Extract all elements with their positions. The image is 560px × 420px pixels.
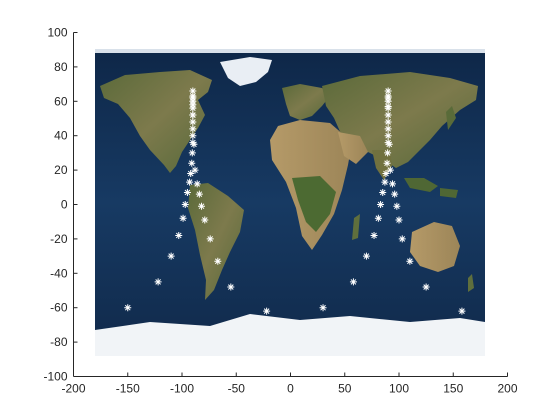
y-tick-label: 40 bbox=[54, 129, 68, 143]
data-point bbox=[201, 216, 209, 224]
data-point bbox=[349, 278, 357, 286]
data-point bbox=[391, 190, 399, 198]
data-point bbox=[188, 149, 196, 157]
data-point bbox=[384, 125, 392, 133]
data-point bbox=[386, 166, 394, 174]
data-point bbox=[458, 307, 466, 315]
data-point bbox=[189, 125, 197, 133]
data-point bbox=[388, 180, 396, 188]
data-point bbox=[214, 257, 222, 265]
data-point bbox=[384, 118, 392, 126]
y-tick-label: -60 bbox=[50, 301, 68, 315]
data-point bbox=[406, 257, 414, 265]
x-tick-label: -100 bbox=[170, 382, 194, 396]
x-tick-label: 150 bbox=[443, 382, 463, 396]
data-point bbox=[198, 202, 206, 210]
data-point bbox=[374, 214, 382, 222]
data-point bbox=[167, 252, 175, 260]
y-tick-label: 80 bbox=[54, 60, 68, 74]
series-track-1 bbox=[124, 87, 271, 315]
data-point bbox=[189, 101, 197, 109]
y-tick-label: 20 bbox=[54, 163, 68, 177]
data-point bbox=[393, 202, 401, 210]
y-tick-label: 60 bbox=[54, 94, 68, 108]
data-point bbox=[227, 283, 235, 291]
data-point bbox=[124, 304, 132, 312]
data-point bbox=[383, 159, 391, 167]
data-point bbox=[191, 166, 199, 174]
y-tick-label: -80 bbox=[50, 335, 68, 349]
data-point bbox=[189, 94, 197, 102]
data-point bbox=[384, 94, 392, 102]
data-point bbox=[186, 178, 194, 186]
y-tick-label: 100 bbox=[47, 26, 67, 40]
data-point bbox=[382, 170, 390, 178]
x-tick-label: -50 bbox=[228, 382, 246, 396]
series-track-2 bbox=[319, 87, 466, 315]
data-point bbox=[189, 87, 197, 95]
data-point bbox=[195, 190, 203, 198]
x-tick-label: 0 bbox=[287, 382, 294, 396]
data-point bbox=[187, 170, 195, 178]
world-map-image bbox=[95, 49, 485, 356]
data-point bbox=[154, 278, 162, 286]
data-point bbox=[384, 87, 392, 95]
data-point bbox=[175, 231, 183, 239]
data-point bbox=[370, 231, 378, 239]
data-point bbox=[189, 118, 197, 126]
data-point bbox=[179, 214, 187, 222]
data-point bbox=[263, 307, 271, 315]
data-point bbox=[377, 201, 385, 208]
data-point bbox=[379, 188, 387, 196]
y-tick-label: -40 bbox=[50, 266, 68, 280]
y-tick-label: -100 bbox=[43, 370, 67, 384]
x-tick-label: 50 bbox=[338, 382, 352, 396]
data-point bbox=[362, 252, 370, 260]
data-point bbox=[384, 111, 392, 119]
data-point bbox=[381, 178, 389, 186]
x-tick-label: -150 bbox=[116, 382, 140, 396]
data-point bbox=[384, 102, 392, 110]
data-point bbox=[183, 188, 191, 196]
data-markers bbox=[124, 87, 466, 315]
data-point bbox=[189, 132, 197, 140]
data-point bbox=[422, 283, 430, 291]
x-tick-label: -200 bbox=[61, 382, 85, 396]
data-point bbox=[384, 149, 392, 157]
x-tick-label: 200 bbox=[497, 382, 517, 396]
data-point bbox=[384, 132, 392, 140]
data-point bbox=[206, 235, 214, 243]
y-tick-label: -20 bbox=[50, 232, 68, 246]
data-point bbox=[385, 140, 393, 148]
y-tick-label: 0 bbox=[61, 198, 68, 212]
data-point bbox=[190, 140, 198, 148]
data-point bbox=[398, 235, 406, 243]
data-point bbox=[188, 159, 196, 167]
data-point bbox=[193, 180, 201, 188]
data-point bbox=[319, 304, 327, 312]
data-point bbox=[395, 216, 403, 224]
data-point bbox=[189, 111, 197, 119]
data-point bbox=[181, 201, 189, 208]
axis-ticks: -200 -150 -100 -50 0 50 100 150 200-100-80-60-40… bbox=[43, 26, 517, 396]
x-tick-label: 100 bbox=[389, 382, 409, 396]
